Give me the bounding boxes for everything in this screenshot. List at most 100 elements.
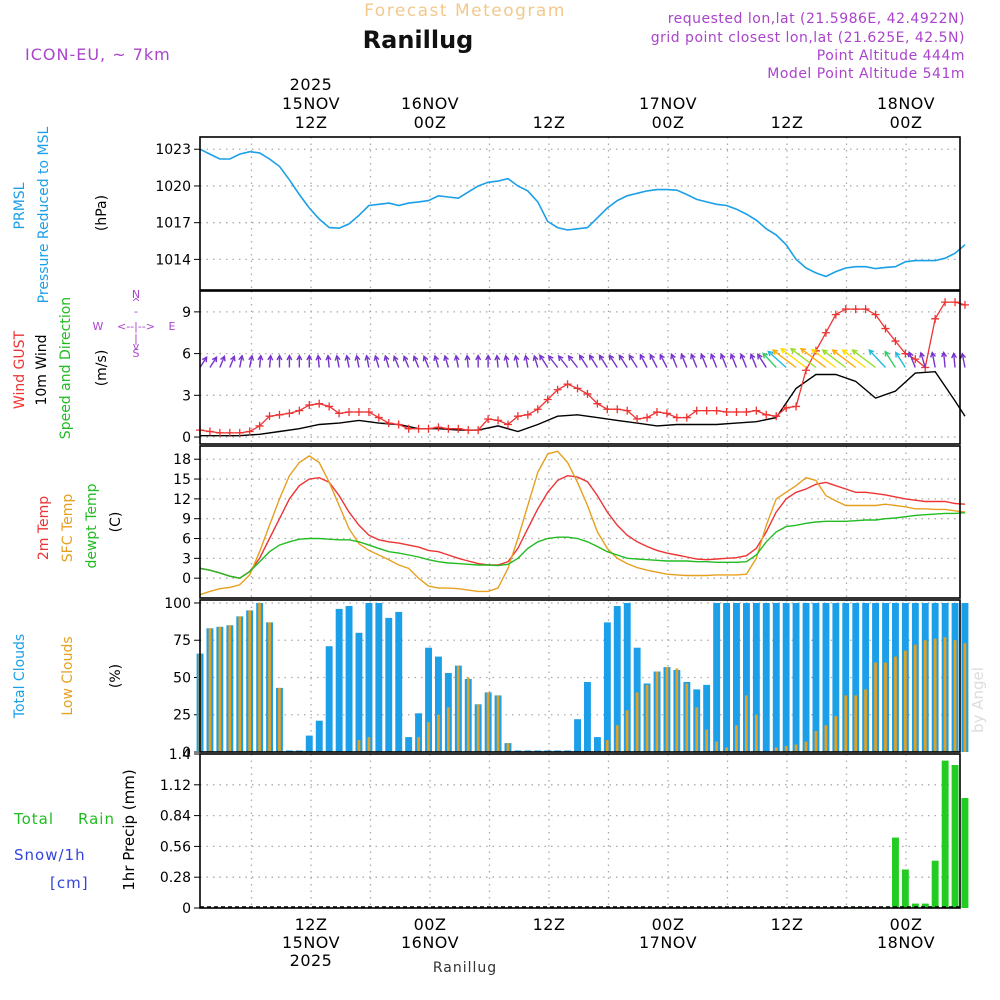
wind-direction-arrow	[579, 354, 589, 368]
wind-direction-arrow	[466, 355, 469, 368]
wind-direction-arrowhead	[907, 350, 914, 358]
wind-direction-arrow	[336, 355, 340, 368]
wind-gust-marker	[464, 426, 473, 435]
clouds-ytick-label: 0	[182, 745, 191, 761]
wind-gust-marker	[861, 305, 870, 314]
bottom-time-label: 15NOV	[282, 933, 340, 952]
wind-direction-arrowhead	[618, 354, 625, 361]
wind-direction-arrowhead	[868, 349, 875, 356]
wind-direction-arrowhead	[729, 352, 736, 360]
temp-unit-label: (C)	[108, 512, 124, 533]
wind-gust-marker	[533, 405, 542, 414]
model-name: ICON-EU, ~ 7km	[25, 45, 171, 64]
low-cloud-bar	[874, 662, 877, 752]
wind-direction-arrow	[628, 354, 638, 368]
total-cloud-bar	[385, 617, 393, 752]
grid-coords: grid point closest lon,lat (21.625E, 42.…	[651, 30, 965, 46]
wind-gust-marker	[364, 408, 373, 417]
precip-bar	[911, 903, 919, 908]
wind-direction-arrow	[639, 354, 648, 368]
top-time-label: 17NOV	[639, 94, 697, 113]
wind-direction-arrow	[423, 356, 430, 368]
wind-direction-arrow	[750, 354, 757, 368]
wind-direction-arrowhead	[884, 350, 890, 357]
compass-s: S	[133, 347, 140, 360]
wind-direction-arrow	[229, 356, 235, 368]
wind-gust-marker	[345, 408, 354, 417]
point-altitude: Point Altitude 444m	[817, 48, 965, 64]
total-cloud-bar	[723, 603, 730, 752]
wind-direction-arrow	[767, 350, 787, 369]
top-time-label: 2025	[290, 75, 333, 94]
wind-direction-arrow	[393, 356, 400, 368]
wind-direction-arrowhead	[494, 354, 501, 361]
wind-direction-arrowhead	[894, 351, 901, 358]
snow-label: Snow/1h	[14, 846, 86, 864]
wind-direction-arrow	[268, 355, 272, 368]
wind-gust-marker	[553, 385, 562, 394]
total-cloud-bar	[613, 606, 621, 752]
total-cloud-bar	[305, 735, 313, 752]
wind-gust-marker	[762, 410, 771, 419]
wind-gust-marker	[235, 428, 244, 437]
top-time-label: 18NOV	[877, 94, 935, 113]
wind-gust-marker	[633, 414, 642, 423]
low-cloud-bar	[715, 741, 718, 752]
low-cloud-bar	[894, 656, 897, 752]
low-cloud-bar	[655, 671, 659, 752]
pressure-frame	[199, 136, 961, 291]
precip-bar	[931, 860, 939, 908]
wind-gust-marker	[414, 424, 423, 433]
precip-bar	[951, 765, 959, 908]
wind-gust-marker	[285, 409, 294, 418]
clouds-frame	[199, 599, 961, 753]
low-cloud-bar	[665, 667, 669, 752]
wind-gust-marker	[573, 384, 582, 393]
total-cloud-bar	[743, 603, 750, 752]
wind-direction-arrow	[514, 355, 519, 368]
wind-direction-arrow	[908, 352, 916, 368]
wind-direction-arrowhead	[799, 347, 807, 354]
wind-desc-label: Speed and Direction	[58, 297, 74, 439]
top-time-label: 12Z	[533, 113, 566, 132]
low-cloud-bar	[804, 741, 808, 752]
wind-direction-arrowhead	[503, 354, 510, 361]
wind-direction-arrowhead	[306, 354, 313, 361]
wind-gust-marker	[732, 408, 741, 417]
wind-gust-marker	[941, 298, 950, 307]
pressure-ytick-label: 1014	[155, 252, 191, 268]
location-title: Ranillug	[363, 26, 474, 54]
wind-gust-marker	[841, 305, 850, 314]
wind-gust-marker	[643, 413, 652, 422]
wind-gust-marker	[871, 310, 880, 319]
wind-gust-marker	[503, 420, 512, 429]
wind-direction-arrowhead	[598, 354, 605, 361]
wind-direction-arrowhead	[810, 348, 817, 355]
wind-direction-arrowhead	[821, 349, 828, 355]
total-cloud-bar	[733, 603, 740, 752]
wind-direction-arrowhead	[789, 347, 797, 354]
wind-direction-arrow	[832, 349, 857, 369]
wind-direction-arrowhead	[276, 354, 283, 361]
wind-gust-marker	[702, 406, 711, 415]
bottom-time-label: 16NOV	[401, 933, 459, 952]
wind-direction-arrowhead	[941, 350, 948, 358]
low-cloud-bar	[367, 737, 371, 752]
wind-gust-marker	[215, 428, 224, 437]
wind-direction-arrowhead	[402, 354, 409, 362]
wind-gust-marker	[454, 424, 463, 433]
meteogram-title: Forecast Meteogram	[364, 1, 566, 21]
wind-gust-marker	[593, 399, 602, 408]
wind-direction-arrow	[931, 352, 936, 368]
low-cloud-bar	[884, 662, 887, 752]
wind-direction-arrow	[258, 355, 262, 368]
bottom-time-label: 12Z	[295, 915, 328, 934]
low-cloud-bar	[933, 638, 937, 752]
total-cloud-bar	[822, 603, 830, 752]
wind-direction-arrowhead	[757, 353, 763, 360]
wind-gust-marker	[712, 406, 721, 415]
clouds-ytick-label: 75	[173, 633, 191, 649]
precip-frame	[199, 753, 961, 909]
wind-ytick-label: 9	[182, 305, 191, 321]
